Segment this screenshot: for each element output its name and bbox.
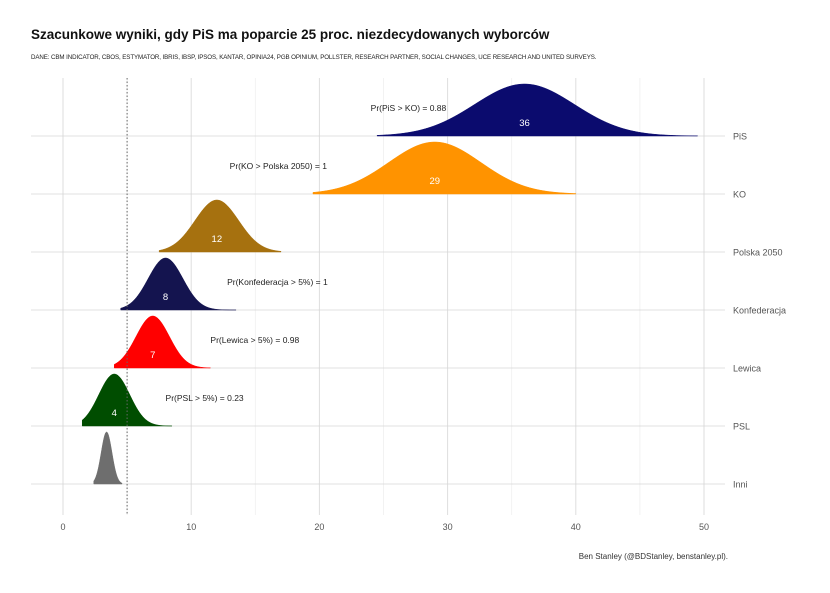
- x-tick-label: 20: [314, 522, 324, 532]
- probability-annotation: Pr(Konfederacja > 5%) = 1: [227, 277, 328, 287]
- density-ridge: [312, 141, 577, 195]
- chart-title: Szacunkowe wyniki, gdy PiS ma poparcie 2…: [31, 27, 550, 42]
- probability-annotation: Pr(PSL > 5%) = 0.23: [166, 393, 244, 403]
- density-ridge: [93, 431, 123, 485]
- x-tick-label: 30: [443, 522, 453, 532]
- y-category-label: Konfederacja: [733, 306, 786, 316]
- median-label: 7: [150, 350, 155, 361]
- x-tick-label: 40: [571, 522, 581, 532]
- density-ridge: [114, 315, 211, 369]
- density-ridge: [120, 257, 237, 311]
- median-label: 8: [163, 292, 168, 303]
- density-ridge: [158, 199, 282, 253]
- probability-annotation: Pr(PiS > KO) = 0.88: [371, 103, 447, 113]
- median-label: 4: [112, 408, 117, 419]
- chart-subtitle: DANE: CBM INDICATOR, CBOS, ESTYMATOR, IB…: [31, 54, 597, 61]
- probability-annotation: Pr(Lewica > 5%) = 0.98: [210, 335, 299, 345]
- y-category-label: Lewica: [733, 364, 761, 374]
- median-label: 36: [519, 118, 530, 129]
- median-label: 12: [212, 234, 223, 245]
- probability-annotation: Pr(KO > Polska 2050) = 1: [230, 161, 328, 171]
- x-tick-label: 0: [60, 522, 65, 532]
- y-category-label: PSL: [733, 422, 750, 432]
- y-category-label: Inni: [733, 480, 748, 490]
- x-tick-label: 10: [186, 522, 196, 532]
- density-ridge: [376, 83, 698, 137]
- median-label: 29: [429, 176, 440, 187]
- chart-caption: Ben Stanley (@BDStanley, benstanley.pl).: [578, 552, 728, 561]
- y-category-label: PiS: [733, 132, 747, 142]
- y-category-label: KO: [733, 190, 746, 200]
- x-tick-label: 50: [699, 522, 709, 532]
- ridges-layer: [81, 83, 698, 485]
- grid-layer: [31, 78, 725, 515]
- y-category-label: Polska 2050: [733, 248, 783, 258]
- labels-layer: 0 10 20 30 40 50 PiS KO Polska 2050 Konfederacja L…: [60, 103, 786, 532]
